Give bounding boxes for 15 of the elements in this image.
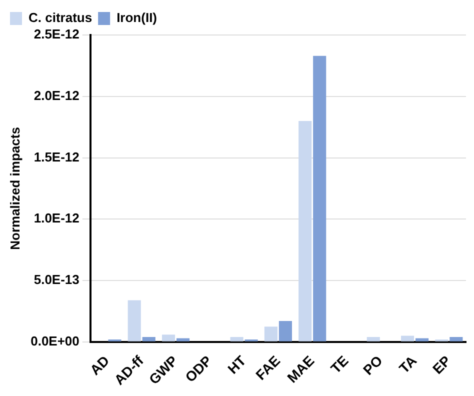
x-tick-label: PO xyxy=(360,352,386,378)
y-tick-label: 0.0E+00 xyxy=(30,334,80,349)
x-tick-label: HT xyxy=(224,352,250,377)
y-tick-label: 5.0E-13 xyxy=(34,272,80,288)
y-tick-label: 2.0E-12 xyxy=(34,88,80,103)
x-tick-label: TE xyxy=(327,352,352,376)
y-tick-label: 1.0E-12 xyxy=(34,210,80,226)
legend-label: Iron(II) xyxy=(116,10,158,26)
x-tick-label: EP xyxy=(429,352,454,377)
legend-label: C. citratus xyxy=(28,10,92,26)
y-tick-label: 1.5E-12 xyxy=(34,149,80,164)
y-tick-label: 2.5E-12 xyxy=(34,26,80,42)
y-axis-title: Normalized impacts xyxy=(7,127,22,250)
x-tick-label: AD xyxy=(86,352,112,378)
x-tick-label: TA xyxy=(396,352,420,376)
